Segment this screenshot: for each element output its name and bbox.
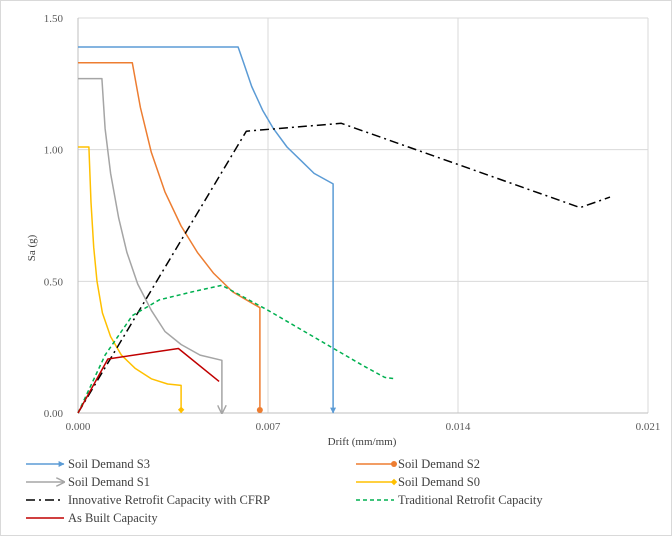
- legend-label: Soil Demand S1: [68, 475, 150, 489]
- axes: [77, 18, 648, 414]
- legend-label: Soil Demand S3: [68, 457, 150, 471]
- legend-entry-6: Traditional Retrofit Capacity: [356, 493, 543, 507]
- legend-marker: [390, 478, 398, 486]
- tick-labels: 0.000 0.007 0.014 0.021 0.00 0.50 1.00 1.50: [44, 13, 661, 433]
- legend-entry-4: Soil Demand S0: [356, 475, 480, 489]
- legend-marker: [391, 461, 397, 467]
- legend-entry-1: Soil Demand S3: [26, 457, 150, 471]
- series-line-2: [78, 62, 261, 413]
- legend-label: Innovative Retrofit Capacity with CFRP: [68, 493, 270, 507]
- y-tick-label: 0.00: [44, 408, 64, 420]
- x-tick-label: 0.014: [446, 421, 471, 433]
- legend-entry-3: Soil Demand S1: [26, 475, 150, 489]
- legend-label: As Built Capacity: [68, 511, 158, 525]
- series-line-7: [77, 347, 220, 414]
- y-tick-label: 0.50: [44, 276, 64, 288]
- legend-entry-7: As Built Capacity: [26, 511, 158, 525]
- y-axis-title: Sa (g): [26, 234, 38, 261]
- legend: Soil Demand S3 Soil Demand S2 Soil Demand …: [26, 457, 543, 525]
- y-tick-label: 1.00: [44, 145, 64, 157]
- x-tick-label: 0.021: [636, 421, 661, 433]
- x-tick-label: 0.000: [66, 421, 91, 433]
- legend-label: Soil Demand S2: [398, 457, 480, 471]
- series-line-3: [78, 77, 222, 413]
- series-line-5: [77, 122, 611, 414]
- y-tick-label: 1.50: [44, 13, 64, 25]
- series-line-4: [78, 146, 182, 413]
- legend-label: Soil Demand S0: [398, 475, 480, 489]
- legend-entry-5: Innovative Retrofit Capacity with CFRP: [26, 493, 270, 507]
- series-line-6: [77, 284, 396, 414]
- series-group: [77, 46, 611, 414]
- x-axis-title: Drift (mm/mm): [328, 436, 397, 448]
- x-tick-label: 0.007: [256, 421, 281, 433]
- series-end-marker: [177, 406, 185, 413]
- series-end-marker: [256, 407, 263, 413]
- grid: [78, 17, 649, 413]
- legend-entry-2: Soil Demand S2: [356, 457, 480, 471]
- legend-label: Traditional Retrofit Capacity: [398, 493, 543, 507]
